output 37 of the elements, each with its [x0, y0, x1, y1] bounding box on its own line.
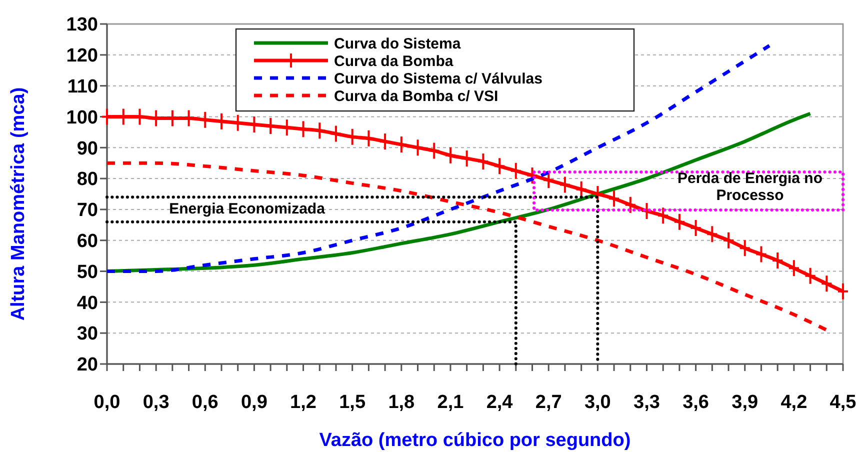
y-axis-title: Altura Manométrica (mca): [8, 87, 29, 321]
annotation: Perda de Energia no Processo: [677, 170, 823, 204]
x-tick-label: 3,9: [732, 392, 758, 413]
y-tick-label: 40: [76, 292, 98, 314]
x-tick-label: 2,7: [535, 392, 562, 413]
x-tick-label: 3,3: [634, 392, 660, 413]
x-tick-label: 1,2: [290, 392, 316, 413]
x-tick-label: 0,9: [240, 392, 268, 413]
y-tick-label: 80: [76, 169, 98, 190]
legend-label: Curva da Bomba c/ VSI: [334, 88, 498, 105]
y-tick-label: 130: [66, 14, 98, 36]
legend-label: Curva do Sistema c/ Válvulas: [334, 70, 542, 88]
y-tick-label: 110: [67, 76, 98, 98]
annotation: Energia Economizada: [169, 200, 326, 218]
y-tick-label: 90: [76, 138, 98, 160]
x-tick-label: 2,1: [437, 392, 464, 413]
y-tick-label: 20: [76, 354, 98, 376]
x-tick-label: 3,6: [682, 392, 710, 413]
y-tick-label: 60: [76, 231, 98, 252]
y-tick-label: 50: [76, 262, 98, 283]
y-tick-label: 100: [66, 107, 98, 128]
x-tick-label: 4,2: [780, 392, 808, 413]
x-tick-label: 4,5: [830, 392, 857, 413]
x-tick-label: 1,8: [388, 392, 415, 413]
legend-label: Curva do Sistema: [334, 35, 462, 52]
legend-label: Curva da Bomba: [334, 52, 454, 70]
x-tick-label: 0,6: [192, 392, 218, 413]
x-tick-label: 2,4: [486, 392, 514, 413]
y-tick-label: 70: [76, 200, 98, 222]
x-axis-title: Vazão (metro cúbico por segundo): [319, 430, 631, 451]
y-tick-label: 120: [66, 46, 98, 67]
x-tick-label: 1,5: [339, 392, 366, 413]
x-tick-label: 0,3: [142, 392, 170, 413]
line-series: [105, 161, 828, 332]
y-tick-label: 30: [76, 324, 98, 345]
x-tick-label: 3,0: [584, 392, 611, 413]
x-tick-label: 0,0: [94, 392, 120, 413]
